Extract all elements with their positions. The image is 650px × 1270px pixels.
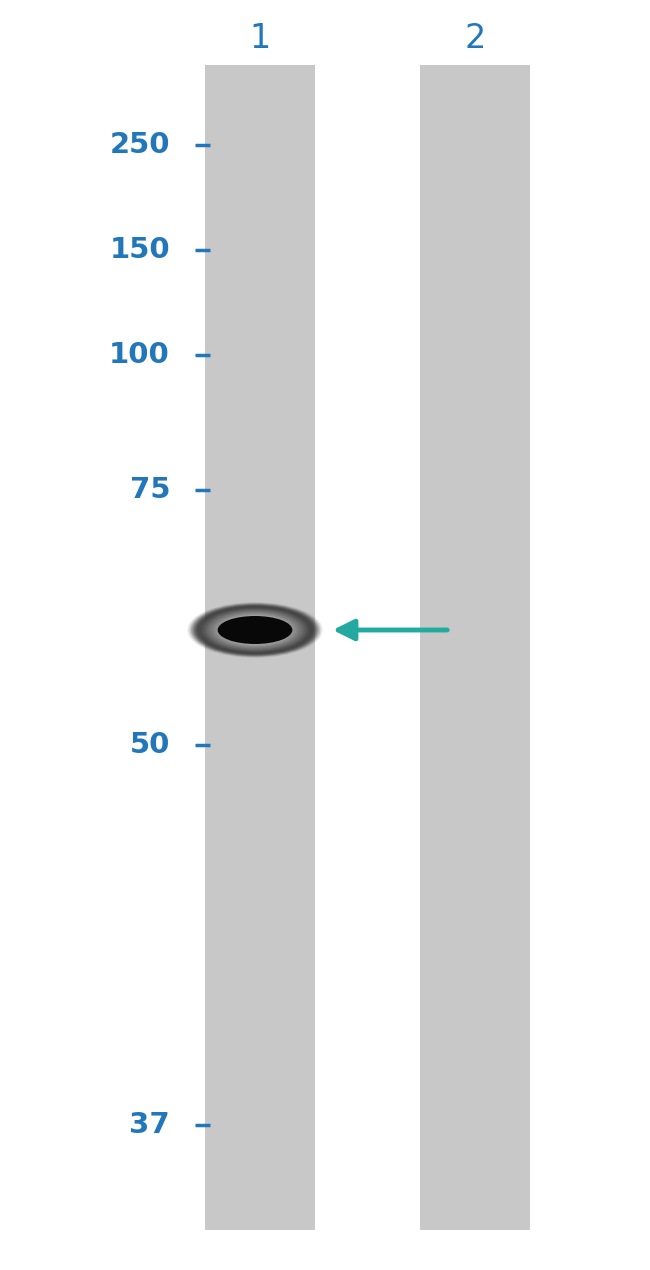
Ellipse shape bbox=[218, 616, 292, 644]
Ellipse shape bbox=[200, 607, 311, 653]
Ellipse shape bbox=[213, 612, 297, 648]
Text: 250: 250 bbox=[109, 131, 170, 159]
Ellipse shape bbox=[188, 602, 322, 658]
Bar bbox=[205, 65, 315, 1231]
Ellipse shape bbox=[217, 615, 293, 645]
Ellipse shape bbox=[190, 603, 320, 657]
Ellipse shape bbox=[216, 613, 294, 646]
Ellipse shape bbox=[221, 616, 289, 644]
Text: 75: 75 bbox=[129, 476, 170, 504]
Ellipse shape bbox=[224, 617, 286, 643]
Ellipse shape bbox=[222, 616, 288, 644]
Ellipse shape bbox=[207, 611, 303, 649]
Ellipse shape bbox=[191, 603, 319, 657]
Ellipse shape bbox=[214, 613, 296, 646]
Ellipse shape bbox=[202, 608, 308, 652]
Text: 150: 150 bbox=[109, 236, 170, 264]
Bar bbox=[420, 65, 530, 1231]
Ellipse shape bbox=[195, 606, 315, 654]
Ellipse shape bbox=[205, 610, 306, 650]
Ellipse shape bbox=[210, 612, 300, 649]
Ellipse shape bbox=[220, 616, 291, 645]
Ellipse shape bbox=[218, 615, 292, 645]
Ellipse shape bbox=[226, 618, 283, 641]
Ellipse shape bbox=[211, 612, 298, 648]
Text: 2: 2 bbox=[464, 22, 486, 55]
Ellipse shape bbox=[225, 617, 285, 643]
Ellipse shape bbox=[192, 605, 318, 655]
Ellipse shape bbox=[209, 611, 301, 649]
Ellipse shape bbox=[198, 607, 312, 654]
Text: 1: 1 bbox=[250, 22, 270, 55]
Ellipse shape bbox=[194, 605, 316, 655]
Text: 50: 50 bbox=[129, 732, 170, 759]
Text: 37: 37 bbox=[129, 1111, 170, 1139]
Text: 100: 100 bbox=[109, 342, 170, 370]
Ellipse shape bbox=[196, 606, 313, 654]
Ellipse shape bbox=[201, 607, 309, 653]
Ellipse shape bbox=[203, 608, 307, 652]
Ellipse shape bbox=[206, 610, 304, 650]
